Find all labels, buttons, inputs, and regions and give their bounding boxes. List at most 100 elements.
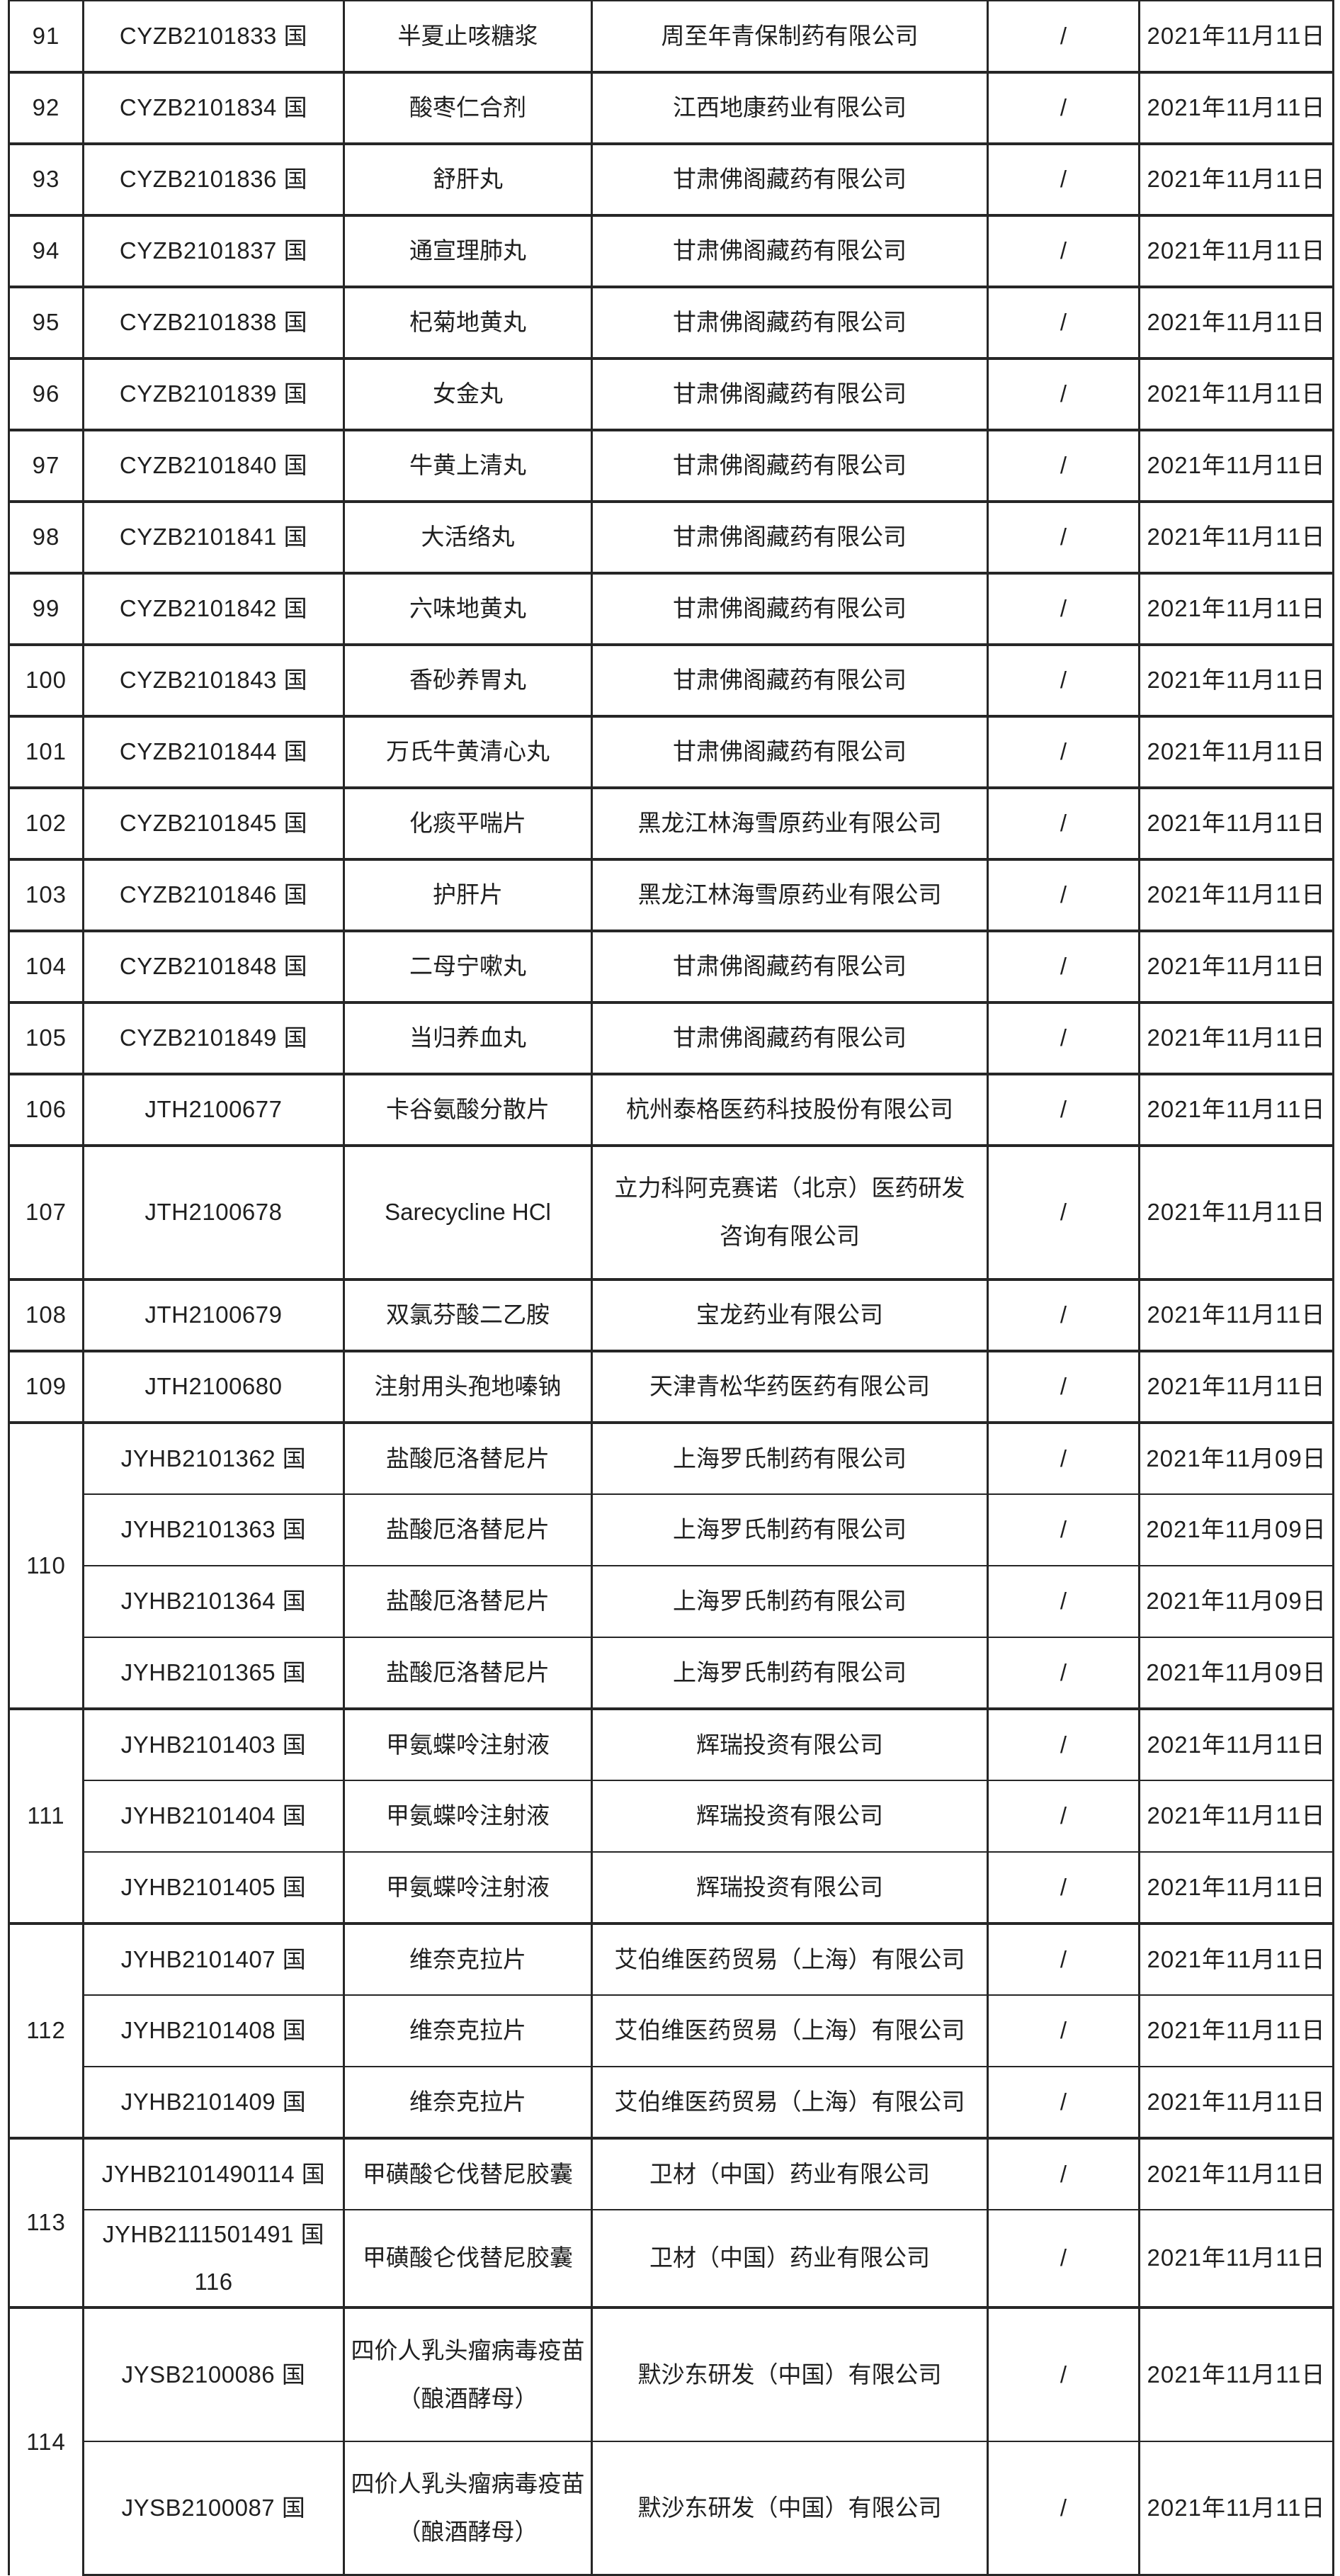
date-cell: 2021年11月11日 <box>1138 428 1334 502</box>
date-cell: 2021年11月11日 <box>1138 499 1334 573</box>
date-cell: 2021年11月11日 <box>1138 643 1334 716</box>
serial-number-cell: 101 <box>8 714 84 788</box>
company-cell: 上海罗氏制药有限公司 <box>591 1493 989 1566</box>
remark-slash-cell: / <box>987 1779 1140 1852</box>
company-cell: 默沙东研发（中国）有限公司 <box>591 2305 989 2441</box>
company-cell: 宝龙药业有限公司 <box>591 1277 989 1351</box>
remark-slash-cell: / <box>987 857 1140 931</box>
acceptance-no-cell: CYZB2101840 国 <box>82 428 345 502</box>
drug-name-cell: 甲磺酸仑伐替尼胶囊 <box>343 2136 593 2210</box>
acceptance-no-cell: JTH2100679 <box>82 1277 345 1351</box>
acceptance-no-cell: CYZB2101837 国 <box>82 213 345 287</box>
date-cell: 2021年11月11日 <box>1138 1921 1334 1995</box>
acceptance-no-cell: CYZB2101848 国 <box>82 929 345 1002</box>
company-cell: 艾伯维医药贸易（上海）有限公司 <box>591 2065 989 2138</box>
remark-slash-cell: / <box>987 1851 1140 1923</box>
company-cell: 辉瑞投资有限公司 <box>591 1779 989 1852</box>
drug-name-cell: 护肝片 <box>343 857 593 931</box>
acceptance-no-cell: JYHB2101404 国 <box>82 1779 345 1852</box>
acceptance-no-cell: CYZB2101841 国 <box>82 499 345 573</box>
company-cell: 上海罗氏制药有限公司 <box>591 1420 989 1494</box>
drug-name-cell: 酸枣仁合剂 <box>343 70 593 144</box>
acceptance-no-cell: CYZB2101836 国 <box>82 142 345 215</box>
date-cell: 2021年11月11日 <box>1138 1851 1334 1923</box>
drug-name-cell: 甲磺酸仑伐替尼胶囊 <box>343 2208 593 2307</box>
serial-number-cell: 93 <box>8 142 84 215</box>
date-cell: 2021年11月11日 <box>1138 285 1334 358</box>
date-cell: 2021年11月11日 <box>1138 857 1334 931</box>
serial-number-cell: 105 <box>8 1000 84 1074</box>
drug-name-cell: 化痰平喘片 <box>343 786 593 859</box>
company-cell: 艾伯维医药贸易（上海）有限公司 <box>591 1921 989 1995</box>
company-cell: 甘肃佛阁藏药有限公司 <box>591 142 989 215</box>
drug-name-cell: 双氯芬酸二乙胺 <box>343 1277 593 1351</box>
remark-slash-cell: / <box>987 142 1140 215</box>
drug-name-cell: 维奈克拉片 <box>343 2065 593 2138</box>
serial-number-cell: 108 <box>8 1277 84 1351</box>
serial-number-cell: 95 <box>8 285 84 358</box>
serial-number-cell: 96 <box>8 356 84 430</box>
company-cell: 甘肃佛阁藏药有限公司 <box>591 356 989 430</box>
serial-number-cell: 98 <box>8 499 84 573</box>
company-cell: 江西地康药业有限公司 <box>591 70 989 144</box>
company-cell: 卫材（中国）药业有限公司 <box>591 2136 989 2210</box>
date-cell: 2021年11月11日 <box>1138 2305 1334 2441</box>
remark-slash-cell: / <box>987 786 1140 859</box>
remark-slash-cell: / <box>987 356 1140 430</box>
date-cell: 2021年11月11日 <box>1138 2208 1334 2307</box>
date-cell: 2021年11月11日 <box>1138 1994 1334 2067</box>
date-cell: 2021年11月09日 <box>1138 1420 1334 1494</box>
date-cell: 2021年11月11日 <box>1138 70 1334 144</box>
date-cell: 2021年11月11日 <box>1138 929 1334 1002</box>
acceptance-no-cell: CYZB2101845 国 <box>82 786 345 859</box>
serial-number-cell: 109 <box>8 1349 84 1423</box>
date-cell: 2021年11月11日 <box>1138 1277 1334 1351</box>
drug-name-cell: 半夏止咳糖浆 <box>343 0 593 72</box>
acceptance-no-cell: JYHB2101363 国 <box>82 1493 345 1566</box>
remark-slash-cell: / <box>987 499 1140 573</box>
drug-name-cell: 甲氨蝶呤注射液 <box>343 1707 593 1780</box>
acceptance-no-cell: JTH2100680 <box>82 1349 345 1423</box>
serial-number-cell: 102 <box>8 786 84 859</box>
date-cell: 2021年11月11日 <box>1138 1349 1334 1423</box>
date-cell: 2021年11月11日 <box>1138 0 1334 72</box>
serial-number-cell: 94 <box>8 213 84 287</box>
acceptance-no-cell: CYZB2101843 国 <box>82 643 345 716</box>
date-cell: 2021年11月11日 <box>1138 1143 1334 1279</box>
serial-number-cell: 99 <box>8 571 84 645</box>
acceptance-no-cell: JTH2100678 <box>82 1143 345 1279</box>
serial-number-cell: 100 <box>8 643 84 716</box>
acceptance-no-cell: CYZB2101849 国 <box>82 1000 345 1074</box>
remark-slash-cell: / <box>987 1994 1140 2067</box>
serial-number-cell: 97 <box>8 428 84 502</box>
drug-acceptance-table: 91 CYZB2101833 国半夏止咳糖浆 周至年青保制药有限公司/2021年11… <box>8 0 1334 2576</box>
drug-name-cell: 盐酸厄洛替尼片 <box>343 1564 593 1637</box>
date-cell: 2021年11月11日 <box>1138 1707 1334 1780</box>
acceptance-no-cell: JYHB2111501491 国 116 <box>82 2208 345 2307</box>
date-cell: 2021年11月09日 <box>1138 1493 1334 1566</box>
date-cell: 2021年11月11日 <box>1138 714 1334 788</box>
remark-slash-cell: / <box>987 1420 1140 1494</box>
date-cell: 2021年11月11日 <box>1138 1000 1334 1074</box>
company-cell: 卫材（中国）药业有限公司 <box>591 2208 989 2307</box>
acceptance-no-cell: CYZB2101842 国 <box>82 571 345 645</box>
remark-slash-cell: / <box>987 643 1140 716</box>
remark-slash-cell: / <box>987 2440 1140 2576</box>
company-cell: 甘肃佛阁藏药有限公司 <box>591 285 989 358</box>
serial-number-cell: 103 <box>8 857 84 931</box>
drug-name-cell: 当归养血丸 <box>343 1000 593 1074</box>
remark-slash-cell: / <box>987 2305 1140 2441</box>
date-cell: 2021年11月11日 <box>1138 213 1334 287</box>
drug-name-cell: 牛黄上清丸 <box>343 428 593 502</box>
acceptance-no-cell: CYZB2101834 国 <box>82 70 345 144</box>
drug-name-cell: 甲氨蝶呤注射液 <box>343 1779 593 1852</box>
drug-name-cell: 四价人乳头瘤病毒疫苗 （酿酒酵母） <box>343 2440 593 2576</box>
acceptance-no-cell: CYZB2101838 国 <box>82 285 345 358</box>
company-cell: 黑龙江林海雪原药业有限公司 <box>591 786 989 859</box>
drug-name-cell: 卡谷氨酸分散片 <box>343 1072 593 1146</box>
serial-number-cell: 110 <box>8 1420 84 1709</box>
remark-slash-cell: / <box>987 0 1140 72</box>
remark-slash-cell: / <box>987 1564 1140 1637</box>
company-cell: 甘肃佛阁藏药有限公司 <box>591 714 989 788</box>
company-cell: 周至年青保制药有限公司 <box>591 0 989 72</box>
